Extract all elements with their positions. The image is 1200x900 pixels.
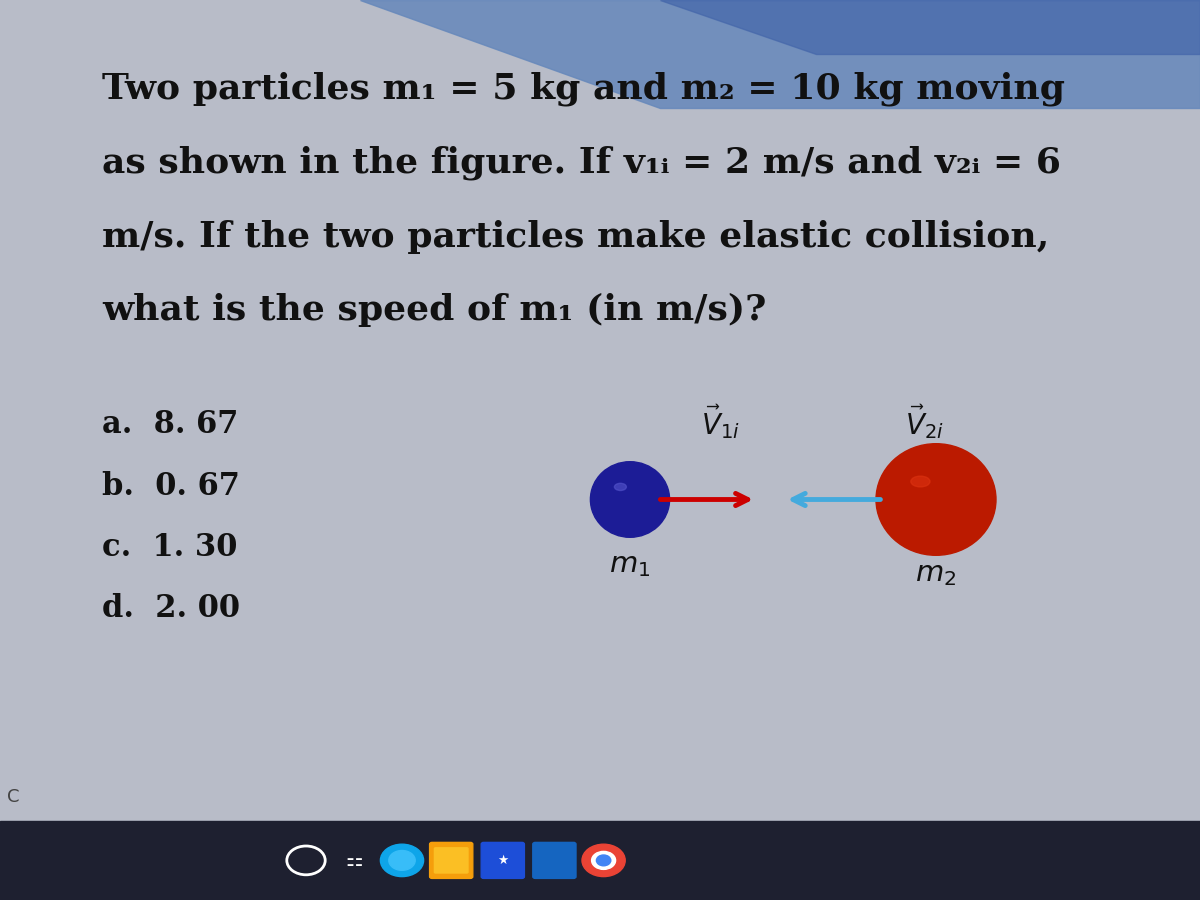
FancyBboxPatch shape <box>434 848 468 873</box>
Circle shape <box>389 850 415 870</box>
Text: d.  2. 00: d. 2. 00 <box>102 593 240 624</box>
Text: c.  1. 30: c. 1. 30 <box>102 532 238 562</box>
Circle shape <box>582 844 625 877</box>
Ellipse shape <box>876 444 996 555</box>
Text: C: C <box>7 788 19 806</box>
FancyBboxPatch shape <box>533 842 576 878</box>
Text: Two particles m₁ = 5 kg and m₂ = 10 kg moving: Two particles m₁ = 5 kg and m₂ = 10 kg m… <box>102 72 1066 106</box>
Ellipse shape <box>614 483 626 490</box>
FancyBboxPatch shape <box>481 842 524 878</box>
Text: ★: ★ <box>497 854 509 867</box>
Text: what is the speed of m₁ (in m/s)?: what is the speed of m₁ (in m/s)? <box>102 293 767 328</box>
Ellipse shape <box>911 476 930 487</box>
Circle shape <box>592 851 616 869</box>
Text: $m_1$: $m_1$ <box>610 551 650 579</box>
Bar <box>0 821 1200 900</box>
Text: m/s. If the two particles make elastic collision,: m/s. If the two particles make elastic c… <box>102 220 1049 254</box>
Text: as shown in the figure. If v₁ᵢ = 2 m/s and v₂ᵢ = 6: as shown in the figure. If v₁ᵢ = 2 m/s a… <box>102 146 1061 180</box>
Text: b.  0. 67: b. 0. 67 <box>102 471 240 501</box>
Text: $\vec{V}_{2i}$: $\vec{V}_{2i}$ <box>905 402 943 441</box>
Text: a.  8. 67: a. 8. 67 <box>102 410 239 440</box>
Text: ⚏: ⚏ <box>346 850 362 870</box>
Circle shape <box>380 844 424 877</box>
Polygon shape <box>660 0 1200 54</box>
Circle shape <box>596 855 611 866</box>
Text: $\vec{V}_{1i}$: $\vec{V}_{1i}$ <box>701 402 739 441</box>
FancyBboxPatch shape <box>430 842 473 878</box>
Ellipse shape <box>590 462 670 537</box>
Polygon shape <box>360 0 1200 108</box>
Text: $m_2$: $m_2$ <box>916 560 956 588</box>
